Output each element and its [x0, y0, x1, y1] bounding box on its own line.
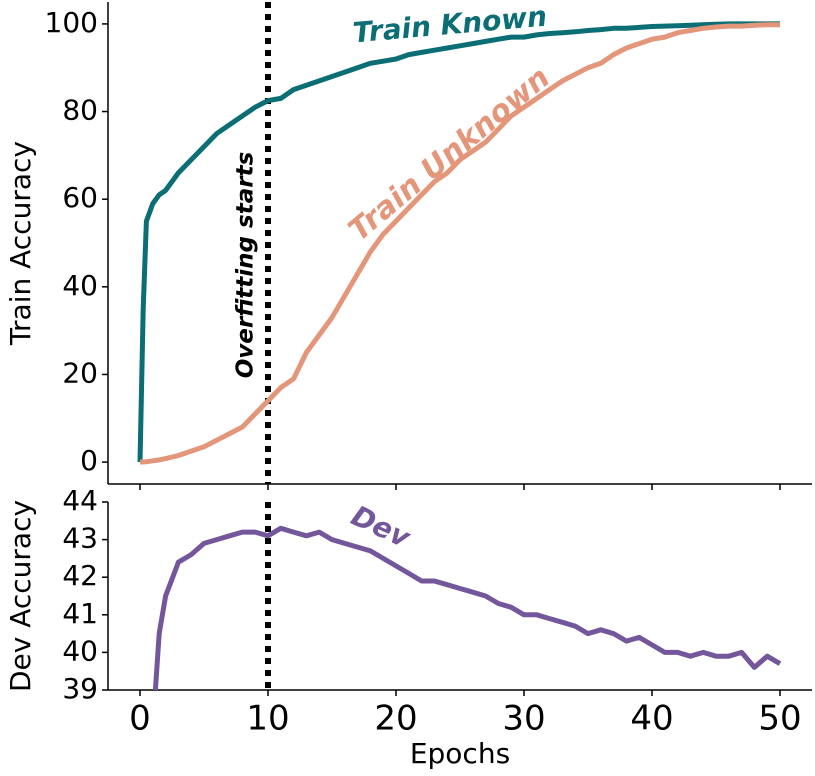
- y-tick-label: 80: [62, 94, 98, 127]
- y-tick-label: 41: [62, 597, 98, 630]
- x-tick-label: 40: [630, 699, 673, 739]
- y-tick-label: 20: [62, 356, 98, 389]
- y-axis-label: Train Accuracy: [4, 141, 37, 346]
- y-tick-label: 60: [62, 181, 98, 214]
- x-tick-label: 50: [758, 699, 801, 739]
- y-tick-label: 100: [45, 6, 98, 39]
- y-tick-label: 43: [62, 522, 98, 555]
- series-label: Train Known: [351, 0, 548, 49]
- x-tick-label: 10: [246, 699, 289, 739]
- x-axis-label: Epochs: [410, 737, 510, 770]
- y-tick-label: 40: [62, 269, 98, 302]
- y-tick-label: 42: [62, 559, 98, 592]
- annotation: Overfitting starts: [233, 152, 259, 379]
- x-tick-label: 20: [374, 699, 417, 739]
- y-axis-label: Dev Accuracy: [4, 500, 37, 692]
- series-line: [137, 21, 780, 463]
- y-tick-label: 39: [62, 672, 98, 705]
- y-tick-label: 40: [62, 634, 98, 667]
- series-label: Train Unknown: [342, 60, 557, 248]
- x-tick-label: 0: [129, 699, 151, 739]
- series-line: [139, 22, 780, 465]
- y-tick-label: 44: [62, 484, 98, 517]
- y-tick-label: 0: [80, 444, 98, 477]
- x-tick-label: 30: [502, 699, 545, 739]
- series-line: [152, 525, 782, 691]
